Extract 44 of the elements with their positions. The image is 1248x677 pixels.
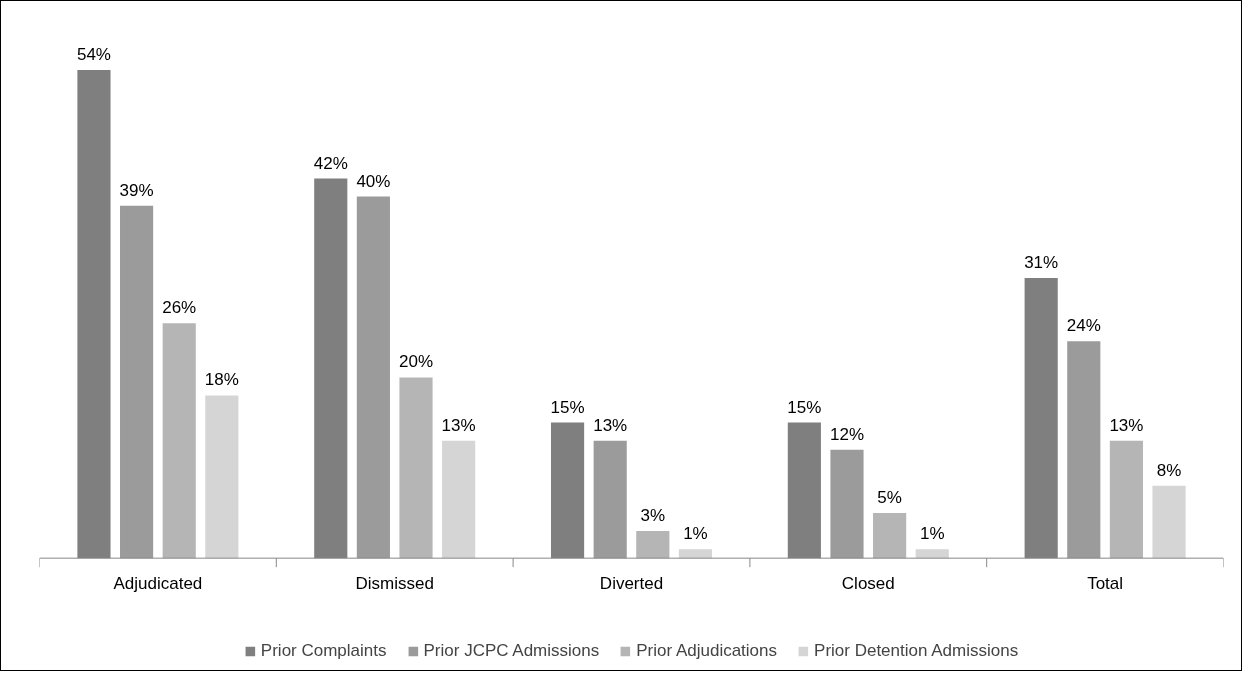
bar (356, 196, 390, 559)
data-label: 39% (119, 180, 154, 200)
data-label: 13% (593, 415, 628, 435)
bar (120, 205, 154, 559)
legend-label: Prior Complaints (260, 641, 387, 661)
legend-label: Prior Detention Admissions (814, 641, 1019, 661)
data-label: 26% (162, 298, 197, 318)
data-label: 42% (313, 153, 348, 173)
data-label: 40% (356, 171, 391, 191)
data-label: 12% (829, 424, 865, 444)
bar (636, 531, 670, 559)
legend-label: Prior Adjudications (636, 641, 778, 661)
data-label: 20% (399, 352, 434, 372)
legend-label: Prior JCPC Admissions (423, 641, 600, 661)
bar (593, 440, 627, 559)
data-label: 18% (204, 370, 239, 390)
bar (1152, 485, 1186, 559)
x-tick-label: Dismissed (355, 574, 434, 594)
bar (399, 377, 433, 559)
bar (678, 549, 713, 559)
bar (915, 549, 949, 559)
x-tick-label: Total (1087, 574, 1124, 594)
data-label: 31% (1024, 252, 1059, 272)
data-label: 5% (877, 487, 902, 507)
data-label: 15% (787, 397, 822, 417)
x-tick-label: Adjudicated (113, 574, 203, 594)
bar (830, 449, 864, 559)
data-label: 13% (1109, 415, 1144, 435)
data-label: 15% (550, 397, 585, 417)
bar (1109, 440, 1143, 559)
bar (1067, 341, 1101, 559)
data-label: 3% (640, 506, 666, 526)
bar (873, 512, 907, 559)
bar (442, 440, 476, 559)
bar (162, 323, 196, 559)
data-label: 1% (919, 524, 945, 544)
bar (205, 395, 239, 559)
data-label: 1% (683, 524, 708, 544)
data-label: 8% (1156, 460, 1182, 480)
data-label: 54% (76, 45, 111, 65)
data-label: 13% (441, 415, 476, 435)
x-tick-label: Diverted (599, 574, 664, 594)
x-tick-label: Closed (841, 574, 895, 594)
data-label: 24% (1066, 316, 1101, 336)
